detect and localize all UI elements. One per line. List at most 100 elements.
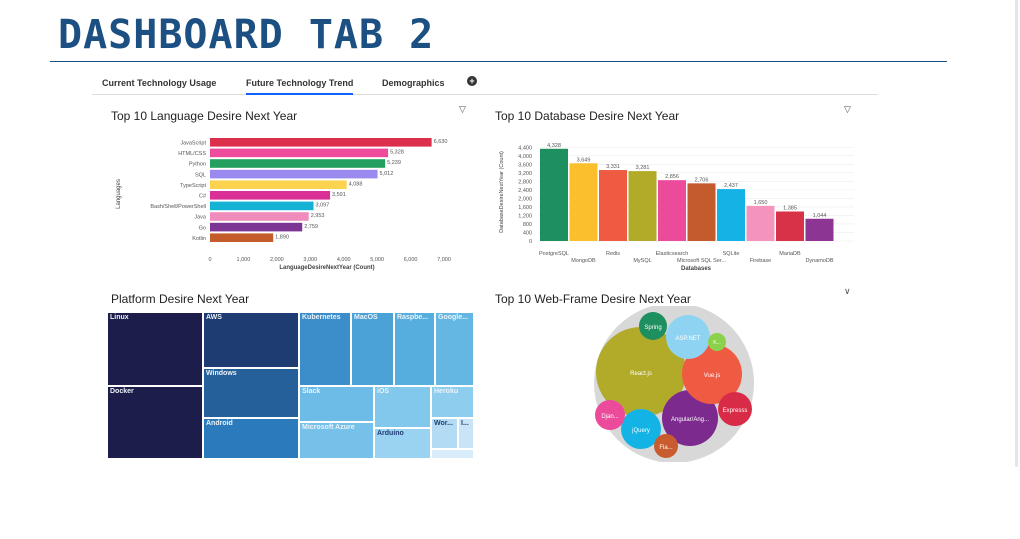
treemap-cell-arduino[interactable]: Arduino	[374, 428, 431, 459]
treemap-cell-small[interactable]	[431, 449, 474, 459]
y-tick-label: 1,200	[518, 213, 532, 219]
y-tick-label: Kotlin	[192, 236, 206, 242]
treemap-cell-ios[interactable]: iOS	[374, 386, 431, 428]
x-tick-label: 5,000	[370, 257, 384, 263]
treemap-cell-heroku[interactable]: Heroku	[431, 386, 474, 418]
bar	[658, 180, 686, 241]
bubble-flask[interactable]	[654, 434, 678, 458]
x-tick-label: Redis	[606, 251, 620, 257]
treemap-cell-windows[interactable]: Windows	[203, 368, 299, 418]
bubble-label: React.js	[630, 371, 652, 377]
y-tick-label: 3,600	[518, 162, 532, 168]
y-tick-label: 1,600	[518, 205, 532, 211]
data-label: 1,650	[754, 200, 768, 206]
data-label: 3,591	[332, 192, 346, 198]
bar	[210, 191, 331, 200]
data-label: 3,281	[636, 165, 650, 171]
language-bar-chart: Languages JavaScript 6,630 HTML/CSS 5,328 Pyt…	[116, 138, 451, 271]
data-label: 5,012	[380, 171, 394, 177]
bar	[717, 189, 745, 241]
treemap-cell-macos[interactable]: MacOS	[351, 312, 394, 386]
bar	[210, 138, 432, 147]
bar	[776, 211, 804, 241]
x-tick-label: 3,000	[303, 257, 317, 263]
bubble-vue[interactable]	[682, 344, 742, 404]
database-bar-chart: DatabaseDesireNextYear (Count) 0 400 800 1,2…	[499, 143, 854, 272]
treemap-cell-slack[interactable]: Slack	[299, 386, 374, 422]
plus-circle-icon[interactable]: +	[467, 76, 477, 86]
x-tick-label: PostgreSQL	[539, 251, 569, 257]
treemap-label: Raspbe...	[397, 314, 429, 321]
data-label: 3,649	[577, 157, 591, 163]
treemap-cell-linux[interactable]: Linux	[107, 312, 203, 386]
treemap-label: AWS	[206, 314, 222, 321]
treemap-label: Wor...	[434, 420, 453, 427]
y-tick-label: Bash/Shell/PowerShell	[150, 204, 206, 210]
bar	[569, 163, 598, 241]
bubble-django[interactable]	[595, 400, 625, 430]
bubble-k[interactable]	[708, 333, 726, 351]
bubble-label: Expresss	[723, 408, 748, 414]
data-label: 3,331	[606, 164, 620, 170]
webframe-bubble-chart: React.js Angular/Ang... Vue.js ASP.NET j…	[594, 306, 754, 462]
y-tick-label: 0	[529, 239, 532, 245]
y-tick-label: 4,400	[518, 145, 532, 151]
treemap-cell-wordpress[interactable]: Wor...	[431, 418, 458, 449]
x-tick-label: MySQL	[633, 258, 651, 264]
treemap-cell-google-cloud[interactable]: Google...	[435, 312, 474, 386]
data-label: 5,328	[390, 150, 404, 156]
treemap-label: Heroku	[434, 388, 459, 395]
data-label: 2,759	[304, 224, 318, 230]
bubble-react[interactable]	[596, 327, 686, 417]
data-label: 2,953	[311, 213, 325, 219]
tab-current-technology-usage[interactable]: Current Technology Usage	[102, 78, 217, 88]
bubble-jquery[interactable]	[621, 409, 661, 449]
bubble-label: Djan...	[601, 414, 619, 420]
treemap-label: Google...	[438, 314, 468, 321]
treemap-cell-microsoft-azure[interactable]: Microsoft Azure	[299, 422, 374, 459]
tab-demographics[interactable]: Demographics	[382, 78, 445, 88]
filter-icon[interactable]: ▽	[459, 104, 466, 114]
bar	[210, 212, 309, 221]
treemap-label: Kubernetes	[302, 314, 341, 321]
bar	[210, 180, 347, 189]
bar	[210, 233, 274, 242]
bubble-spring[interactable]	[639, 312, 667, 340]
x-tick-label: DynamoDB	[805, 258, 833, 264]
bar	[599, 170, 627, 241]
filter-icon[interactable]: ▽	[844, 104, 851, 114]
x-tick-label: SQLite	[723, 251, 740, 257]
data-label: 2,437	[724, 183, 738, 189]
treemap-cell-raspberry-pi[interactable]: Raspbe...	[394, 312, 435, 386]
bubble-express[interactable]	[718, 392, 752, 426]
bar	[210, 148, 389, 158]
bar	[687, 183, 716, 241]
y-tick-label: 800	[523, 222, 532, 228]
treemap-cell-kubernetes[interactable]: Kubernetes	[299, 312, 351, 386]
treemap-cell-android[interactable]: Android	[203, 418, 299, 459]
x-tick-label: 6,000	[404, 257, 418, 263]
filter-icon[interactable]: ∨	[844, 286, 851, 296]
x-axis-title: Databases	[681, 266, 712, 272]
data-label: 1,890	[275, 234, 289, 240]
y-tick-label: HTML/CSS	[178, 151, 206, 157]
treemap-cell-ibm-cloud[interactable]: I...	[458, 418, 474, 449]
bubble-label: Fla...	[659, 445, 673, 451]
x-tick-label: Microsoft SQL Ser...	[677, 258, 726, 264]
y-tick-label: Go	[199, 225, 206, 231]
platform-treemap: Linux Docker AWS Windows Android Kuberne…	[107, 312, 474, 459]
bubble-label: Vue.js	[704, 373, 720, 379]
x-tick-label: Firebase	[750, 258, 771, 264]
bubble-aspnet[interactable]	[666, 315, 710, 359]
tab-future-technology-trend[interactable]: Future Technology Trend	[246, 78, 354, 95]
language-chart-title: Top 10 Language Desire Next Year	[111, 109, 298, 123]
bubble-label: K...	[713, 340, 721, 346]
bar	[746, 205, 775, 241]
treemap-label: iOS	[377, 388, 390, 395]
data-label: 1,044	[813, 213, 827, 219]
treemap-cell-aws[interactable]: AWS	[203, 312, 299, 368]
bubble-angular[interactable]	[662, 390, 718, 446]
x-axis-title: LanguageDesireNextYear (Count)	[279, 265, 374, 271]
treemap-cell-docker[interactable]: Docker	[107, 386, 203, 459]
treemap-label: Arduino	[377, 430, 404, 437]
